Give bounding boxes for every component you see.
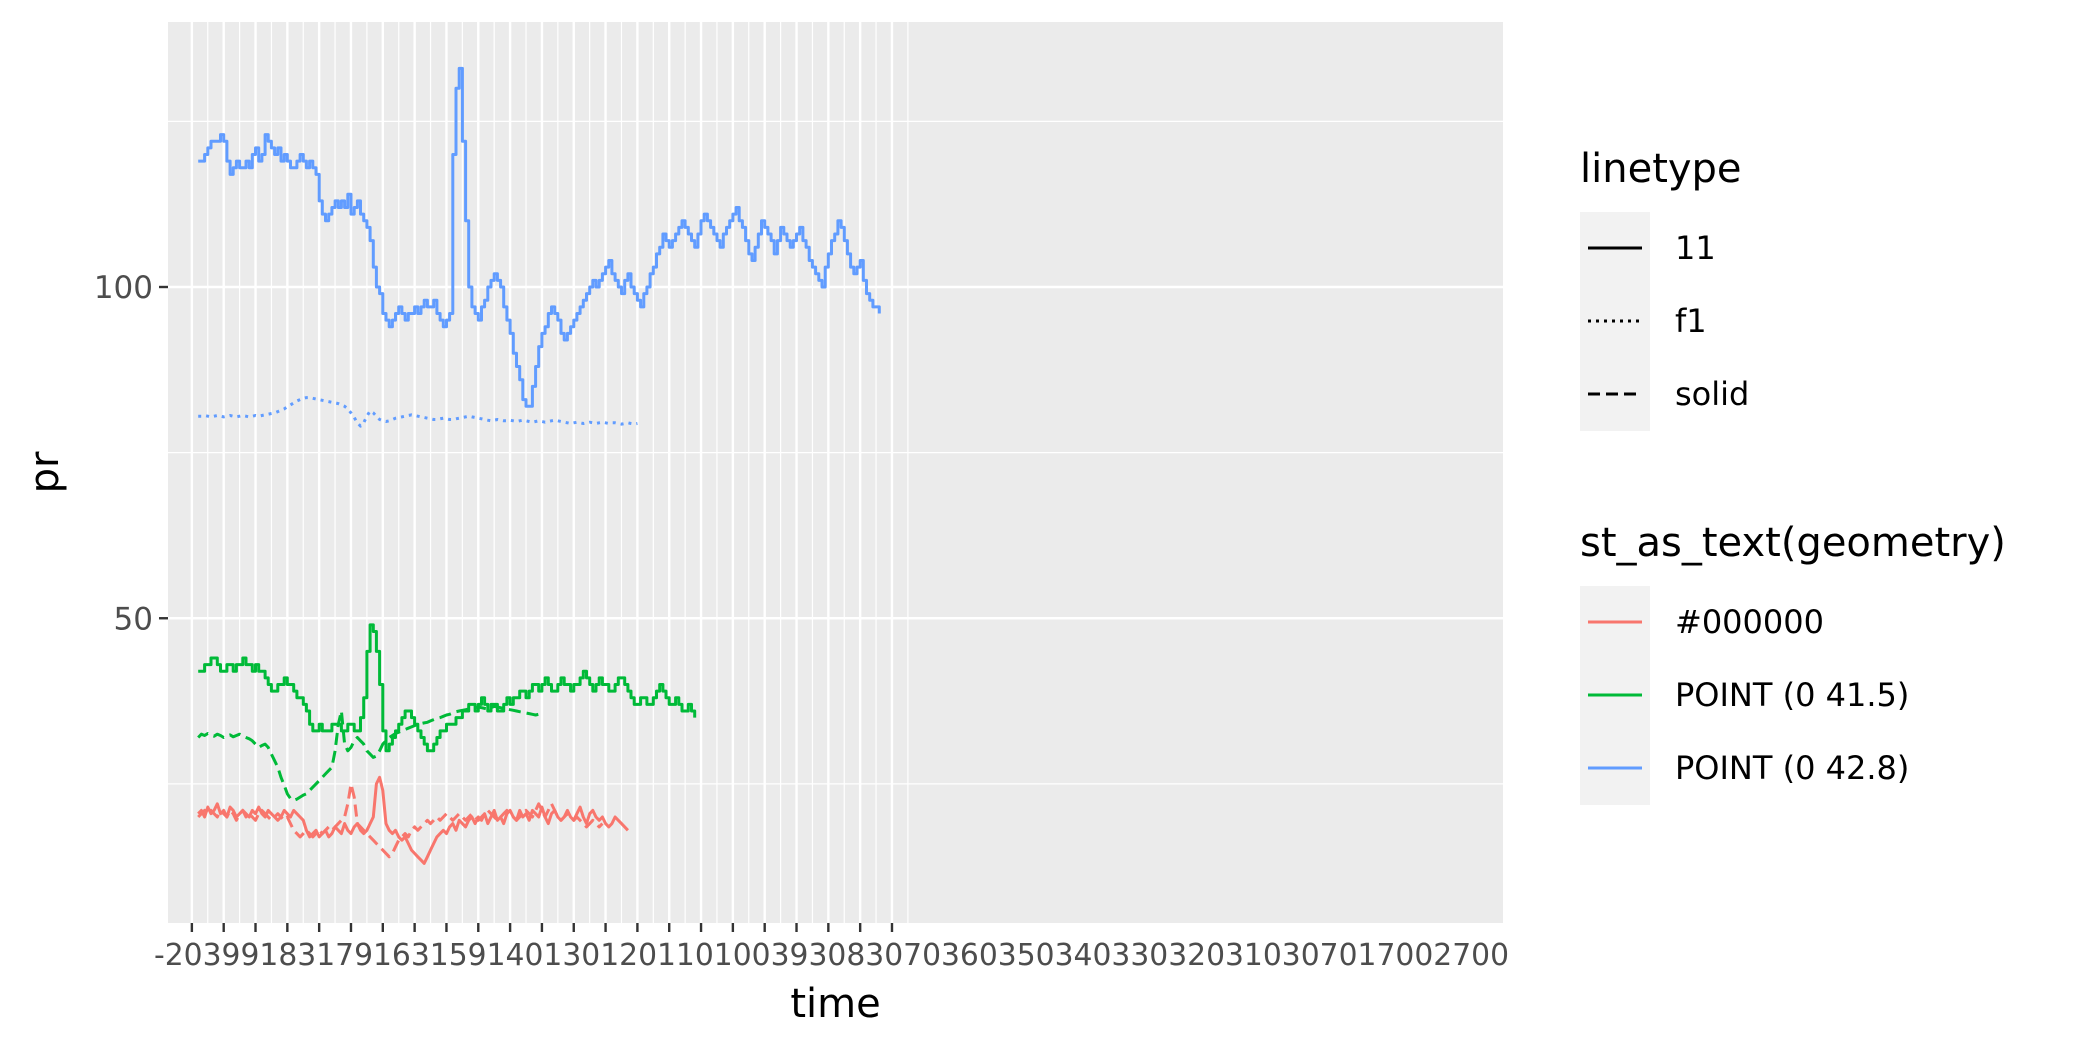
series-layer <box>197 66 881 865</box>
x-axis-label: time <box>790 981 880 1027</box>
legend-item-label: f1 <box>1675 302 1707 340</box>
x-axis: -203991831791631591401301201101003930830… <box>154 923 1509 973</box>
y-axis: 50 100 <box>94 270 168 637</box>
grid-major <box>168 22 1503 923</box>
x-tick-labels: -203991831791631591401301201101003930830… <box>154 938 1509 973</box>
legend-item-label: solid <box>1675 375 1749 413</box>
legend-item-label: POINT (0 41.5) <box>1675 676 1909 714</box>
plot-panel <box>168 22 1503 923</box>
legend-item-label: 11 <box>1675 229 1716 267</box>
y-tick-label: 100 <box>94 270 153 306</box>
series-line-3 <box>197 704 543 802</box>
legend-item-label: POINT (0 42.8) <box>1675 749 1909 787</box>
series-line-2 <box>198 623 697 753</box>
series-line-1 <box>198 396 638 428</box>
grid-minor <box>168 22 1503 923</box>
y-axis-label: pr <box>22 451 68 493</box>
legend-title: st_as_text(geometry) <box>1580 520 2006 566</box>
y-tick-label: 50 <box>114 601 153 637</box>
series-line-0 <box>198 66 881 408</box>
legend-item-label: #000000 <box>1675 603 1824 641</box>
legend-layer: linetype 11 f1 solid st_as_text(geometry) #00… <box>1580 146 2006 805</box>
legend-title: linetype <box>1580 146 1742 192</box>
series-line-5 <box>197 782 604 859</box>
